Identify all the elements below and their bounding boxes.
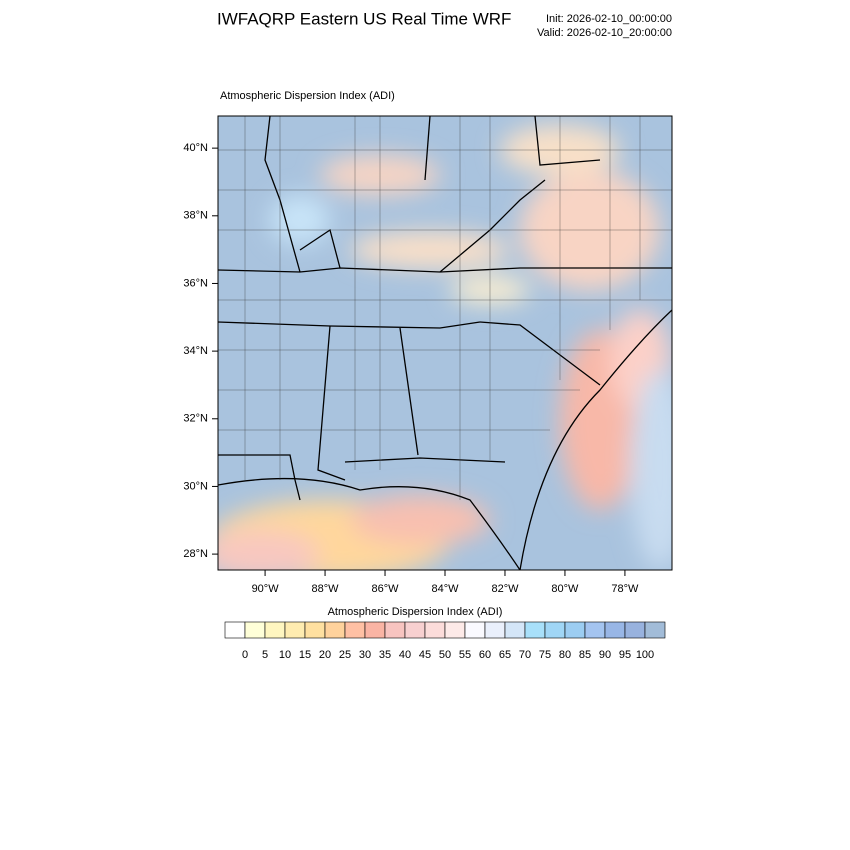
colorbar-label: 80 <box>559 649 571 661</box>
colorbar-label: 45 <box>419 649 431 661</box>
lon-tick-label: 80°W <box>551 583 579 595</box>
colorbar-label: 5 <box>262 649 268 661</box>
lon-tick-label: 90°W <box>252 583 280 595</box>
colorbar-box <box>644 621 666 639</box>
colorbar-title: Atmospheric Dispersion Index (ADI) <box>328 606 503 618</box>
colorbar-label: 25 <box>339 649 351 661</box>
colorbar-box <box>244 621 266 639</box>
colorbar-label: 75 <box>539 649 551 661</box>
lat-tick-label: 38°N <box>183 210 208 222</box>
colorbar-box <box>624 621 646 639</box>
colorbar-box <box>364 621 386 639</box>
colorbar-label: 85 <box>579 649 591 661</box>
colorbar-label: 15 <box>299 649 311 661</box>
lon-tick-label: 84°W <box>431 583 459 595</box>
colorbar-box <box>324 621 346 639</box>
lat-tick-label: 28°N <box>183 548 208 560</box>
colorbar-box <box>584 621 606 639</box>
colorbar-label: 95 <box>619 649 631 661</box>
lon-tick-label: 82°W <box>491 583 519 595</box>
lon-tick-label: 78°W <box>611 583 639 595</box>
colorbar-label: 100 <box>636 649 654 661</box>
colorbar-label: 50 <box>439 649 451 661</box>
colorbar-label: 0 <box>242 649 248 661</box>
colorbar-label: 55 <box>459 649 471 661</box>
colorbar-label: 65 <box>499 649 511 661</box>
colorbar-label: 35 <box>379 649 391 661</box>
colorbar-label: 60 <box>479 649 491 661</box>
colorbar-box <box>484 621 506 639</box>
init-time: Init: 2026-02-10_00:00:00 <box>546 13 672 25</box>
colorbar-box <box>464 621 486 639</box>
colorbar-box <box>524 621 546 639</box>
colorbar-label: 20 <box>319 649 331 661</box>
lon-tick-label: 88°W <box>312 583 340 595</box>
colorbar-box <box>504 621 526 639</box>
colorbar-box <box>404 621 426 639</box>
colorbar-label: 40 <box>399 649 411 661</box>
lat-tick-label: 30°N <box>183 480 208 492</box>
footer-line: OUTPUT FROM WRF V4.6.1 MODEL <box>220 818 389 829</box>
colorbar-box <box>284 621 306 639</box>
lat-tick-label: 36°N <box>183 277 208 289</box>
colorbar-box <box>224 621 246 639</box>
map-field <box>218 116 672 570</box>
colorbar-box <box>444 621 466 639</box>
footer-line: WE = 1000 ; SN = 1000 ; Levels = 38 ; Di… <box>220 830 633 841</box>
title: IWFAQRP Eastern US Real Time WRF <box>217 9 511 28</box>
colorbar-box <box>604 621 626 639</box>
lon-tick-label: 86°W <box>372 583 400 595</box>
colorbar-label: 90 <box>599 649 611 661</box>
valid-time: Valid: 2026-02-10_20:00:00 <box>537 27 672 39</box>
colorbar-box <box>564 621 586 639</box>
colorbar-label: 70 <box>519 649 531 661</box>
map-subtitle: Atmospheric Dispersion Index (ADI) <box>220 90 395 102</box>
colorbar-label: 10 <box>279 649 291 661</box>
colorbar-box <box>264 621 286 639</box>
lat-tick-label: 32°N <box>183 413 208 425</box>
lat-tick-label: 34°N <box>183 345 208 357</box>
colorbar-box <box>344 621 366 639</box>
colorbar-box <box>544 621 566 639</box>
colorbar-box <box>304 621 326 639</box>
colorbar-label: 30 <box>359 649 371 661</box>
colorbar-box <box>424 621 446 639</box>
lat-tick-label: 40°N <box>183 142 208 154</box>
colorbar-box <box>384 621 406 639</box>
